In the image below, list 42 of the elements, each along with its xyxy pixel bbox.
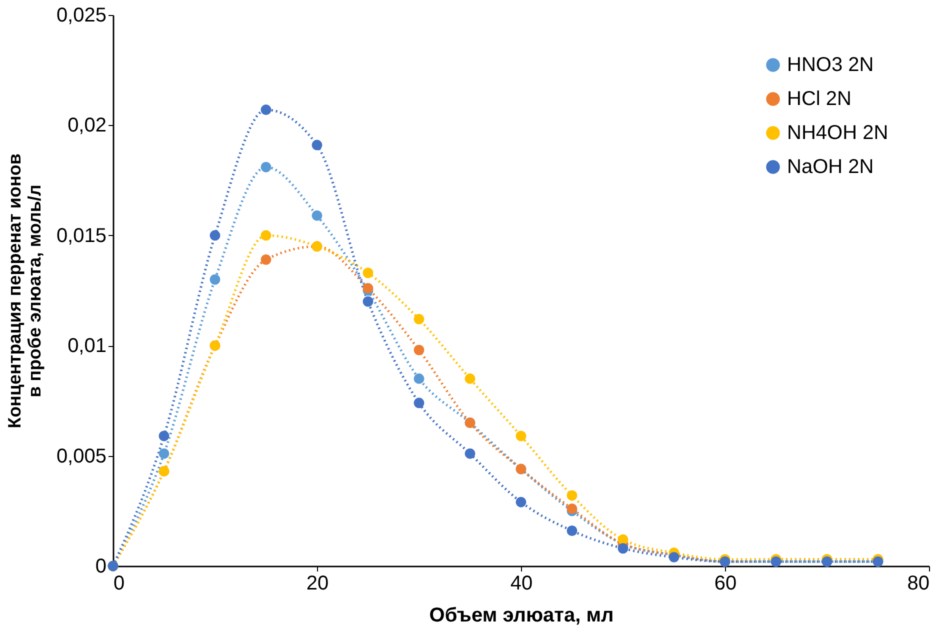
point (158, 430, 170, 442)
x-tick-label: 0 (114, 572, 125, 594)
point (464, 373, 476, 384)
point (158, 448, 170, 459)
point (414, 398, 424, 408)
x-axis-title: Объем элюата, мл (429, 604, 614, 626)
point (362, 268, 374, 278)
y-axis-title: Концентрация перренат ионов в пробе элюата, моль/л (4, 154, 44, 428)
point (618, 543, 628, 554)
x-tick-label: 20 (306, 572, 329, 594)
legend-label: NH4OH 2N (787, 122, 888, 144)
legend-label: HCl 2N (787, 88, 852, 110)
x-tick-label: 80 (907, 572, 930, 594)
y-tick-label: 0 (95, 556, 106, 578)
x-tick-label: 60 (714, 572, 737, 594)
point (260, 254, 272, 265)
point (210, 274, 220, 285)
legend-label: NaOH 2N (787, 156, 874, 178)
point (566, 503, 578, 514)
point (312, 210, 322, 221)
point (260, 104, 272, 116)
point (414, 314, 424, 324)
legend-label: HNO3 2N (787, 54, 874, 76)
x-tick-label: 40 (510, 572, 533, 594)
point (618, 534, 628, 545)
point (566, 526, 578, 536)
y-tick-label: 0,01 (68, 335, 106, 358)
point (566, 490, 578, 501)
point (464, 448, 476, 459)
point (362, 296, 374, 307)
y-tick-label: 0,015 (56, 224, 106, 247)
point (260, 162, 272, 172)
point (312, 140, 322, 150)
y-tick-label: 0,005 (56, 445, 106, 468)
point (210, 230, 220, 241)
point (516, 496, 526, 508)
y-tick-label: 0,02 (68, 114, 106, 137)
point (260, 230, 272, 241)
point (516, 430, 526, 442)
y-tick-label: 0,025 (56, 4, 106, 26)
point (414, 344, 424, 356)
point (414, 373, 424, 384)
